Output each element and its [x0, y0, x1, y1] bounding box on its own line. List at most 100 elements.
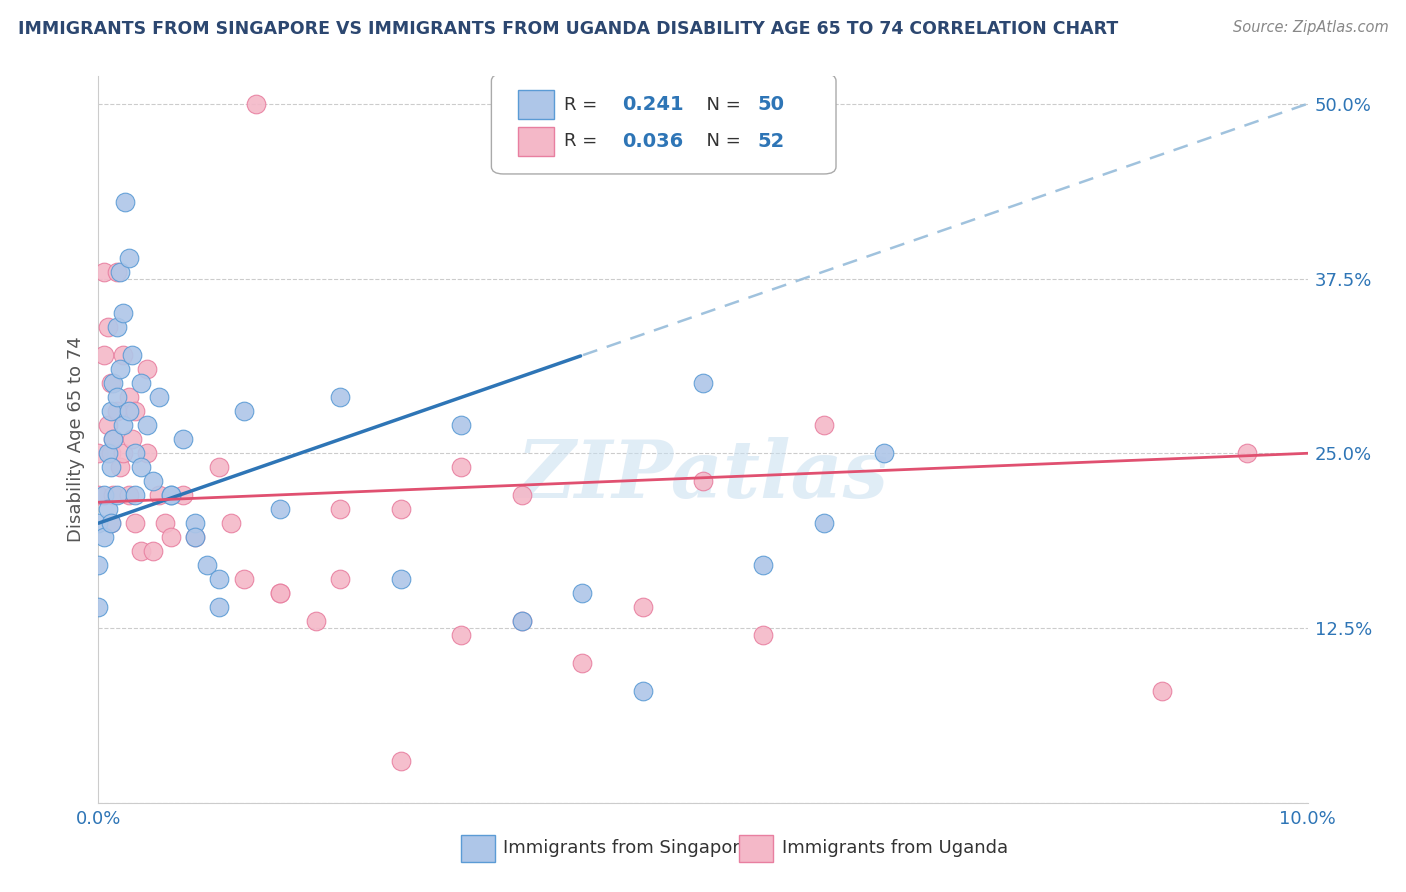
Text: 0.036: 0.036: [621, 132, 683, 151]
Point: [269, 586, 291, 600]
Point: [135, 446, 157, 460]
Point: [93, 348, 115, 362]
Point: [108, 362, 131, 376]
Point: [221, 516, 243, 531]
Bar: [517, 127, 554, 156]
Point: [129, 376, 152, 391]
Point: [118, 251, 141, 265]
Text: N =: N =: [695, 132, 747, 150]
Point: [148, 488, 170, 502]
Point: [101, 488, 124, 502]
Point: [87, 446, 110, 460]
Point: [389, 572, 412, 586]
Point: [692, 376, 714, 391]
Point: [97, 320, 120, 334]
Point: [124, 446, 146, 460]
Bar: [461, 835, 495, 863]
Point: [1236, 446, 1258, 460]
Point: [111, 446, 134, 460]
Point: [571, 656, 593, 670]
Point: [100, 404, 122, 418]
Point: [752, 558, 775, 573]
Point: [631, 684, 654, 698]
Point: [100, 516, 122, 531]
Point: [100, 376, 122, 391]
Point: [631, 600, 654, 615]
Point: [100, 446, 122, 460]
Point: [101, 432, 124, 446]
Point: [100, 516, 122, 531]
Bar: [740, 835, 773, 863]
Text: Source: ZipAtlas.com: Source: ZipAtlas.com: [1233, 20, 1389, 35]
Point: [118, 390, 141, 404]
Point: [692, 475, 714, 489]
Text: R =: R =: [564, 132, 603, 150]
Point: [184, 530, 207, 544]
Point: [813, 516, 835, 531]
Point: [100, 460, 122, 475]
Y-axis label: Disability Age 65 to 74: Disability Age 65 to 74: [66, 336, 84, 542]
Point: [111, 418, 134, 433]
Point: [97, 418, 120, 433]
Point: [510, 488, 533, 502]
Point: [813, 418, 835, 433]
Point: [873, 446, 896, 460]
Point: [172, 488, 194, 502]
Point: [124, 516, 146, 531]
Point: [105, 390, 128, 404]
Point: [129, 544, 152, 558]
Point: [245, 96, 267, 111]
Text: N =: N =: [695, 96, 747, 114]
Point: [184, 530, 207, 544]
Point: [160, 488, 183, 502]
Text: 50: 50: [758, 95, 785, 114]
Point: [208, 572, 231, 586]
Point: [269, 502, 291, 516]
Point: [450, 628, 472, 642]
Point: [450, 418, 472, 433]
Point: [172, 432, 194, 446]
Point: [118, 404, 141, 418]
Point: [160, 530, 183, 544]
Point: [121, 432, 143, 446]
Point: [510, 614, 533, 628]
Point: [148, 390, 170, 404]
Point: [142, 475, 165, 489]
Point: [329, 502, 352, 516]
Text: 52: 52: [758, 132, 785, 151]
Point: [87, 488, 110, 502]
Bar: [517, 90, 554, 120]
Text: ZIPatlas: ZIPatlas: [517, 437, 889, 515]
Point: [571, 586, 593, 600]
Point: [87, 600, 110, 615]
Text: Immigrants from Uganda: Immigrants from Uganda: [782, 838, 1008, 857]
Point: [208, 600, 231, 615]
Point: [389, 754, 412, 768]
Point: [101, 432, 124, 446]
Text: IMMIGRANTS FROM SINGAPORE VS IMMIGRANTS FROM UGANDA DISABILITY AGE 65 TO 74 CORR: IMMIGRANTS FROM SINGAPORE VS IMMIGRANTS …: [18, 20, 1119, 37]
Text: R =: R =: [564, 96, 603, 114]
Point: [450, 460, 472, 475]
Point: [195, 558, 218, 573]
Point: [87, 558, 110, 573]
Point: [160, 488, 183, 502]
Point: [752, 628, 775, 642]
Point: [93, 488, 115, 502]
Point: [121, 348, 143, 362]
Point: [142, 544, 165, 558]
Point: [135, 362, 157, 376]
Point: [232, 404, 254, 418]
FancyBboxPatch shape: [492, 74, 837, 174]
Point: [124, 404, 146, 418]
Point: [93, 264, 115, 278]
Point: [135, 418, 157, 433]
Point: [87, 516, 110, 531]
Point: [97, 502, 120, 516]
Point: [105, 488, 128, 502]
Point: [129, 460, 152, 475]
Point: [124, 488, 146, 502]
Point: [269, 586, 291, 600]
Point: [184, 516, 207, 531]
Point: [105, 320, 128, 334]
Point: [1152, 684, 1174, 698]
